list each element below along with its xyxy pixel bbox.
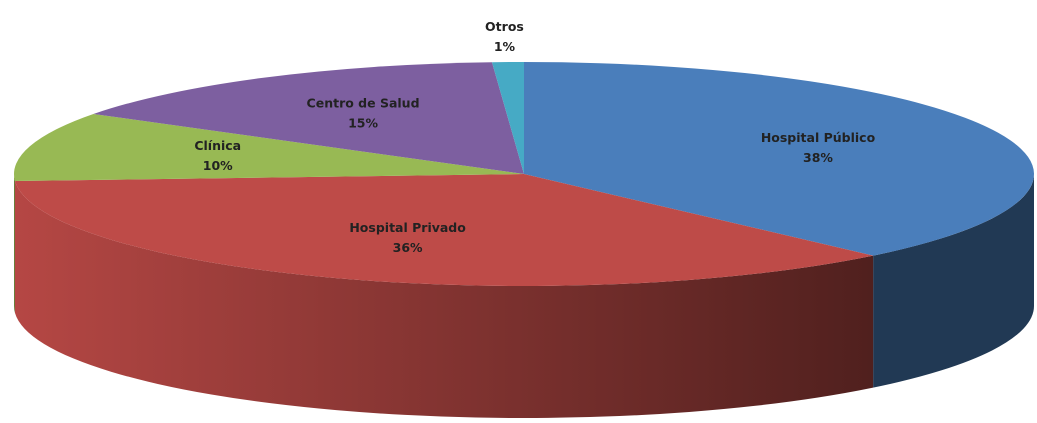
- slice-label-value: 1%: [494, 39, 516, 54]
- slice: [491, 62, 524, 174]
- slice-label-value: 36%: [393, 240, 423, 255]
- slice-label-name: Hospital Público: [761, 130, 876, 145]
- slice-label-value: 10%: [203, 158, 233, 173]
- slice-side: [15, 181, 874, 419]
- slice: [524, 62, 1034, 256]
- slice: [14, 113, 525, 182]
- slice-label-name: Otros: [485, 19, 524, 34]
- slice-label-name: Hospital Privado: [349, 220, 466, 235]
- slice-side: [14, 174, 16, 314]
- slice-label-name: Centro de Salud: [307, 96, 420, 111]
- slice-label-value: 38%: [803, 150, 833, 165]
- slice-label-name: Clínica: [194, 138, 241, 153]
- slice-label-value: 15%: [348, 116, 378, 131]
- slice: [93, 62, 524, 174]
- slice: [15, 174, 874, 286]
- slice-side: [873, 174, 1034, 388]
